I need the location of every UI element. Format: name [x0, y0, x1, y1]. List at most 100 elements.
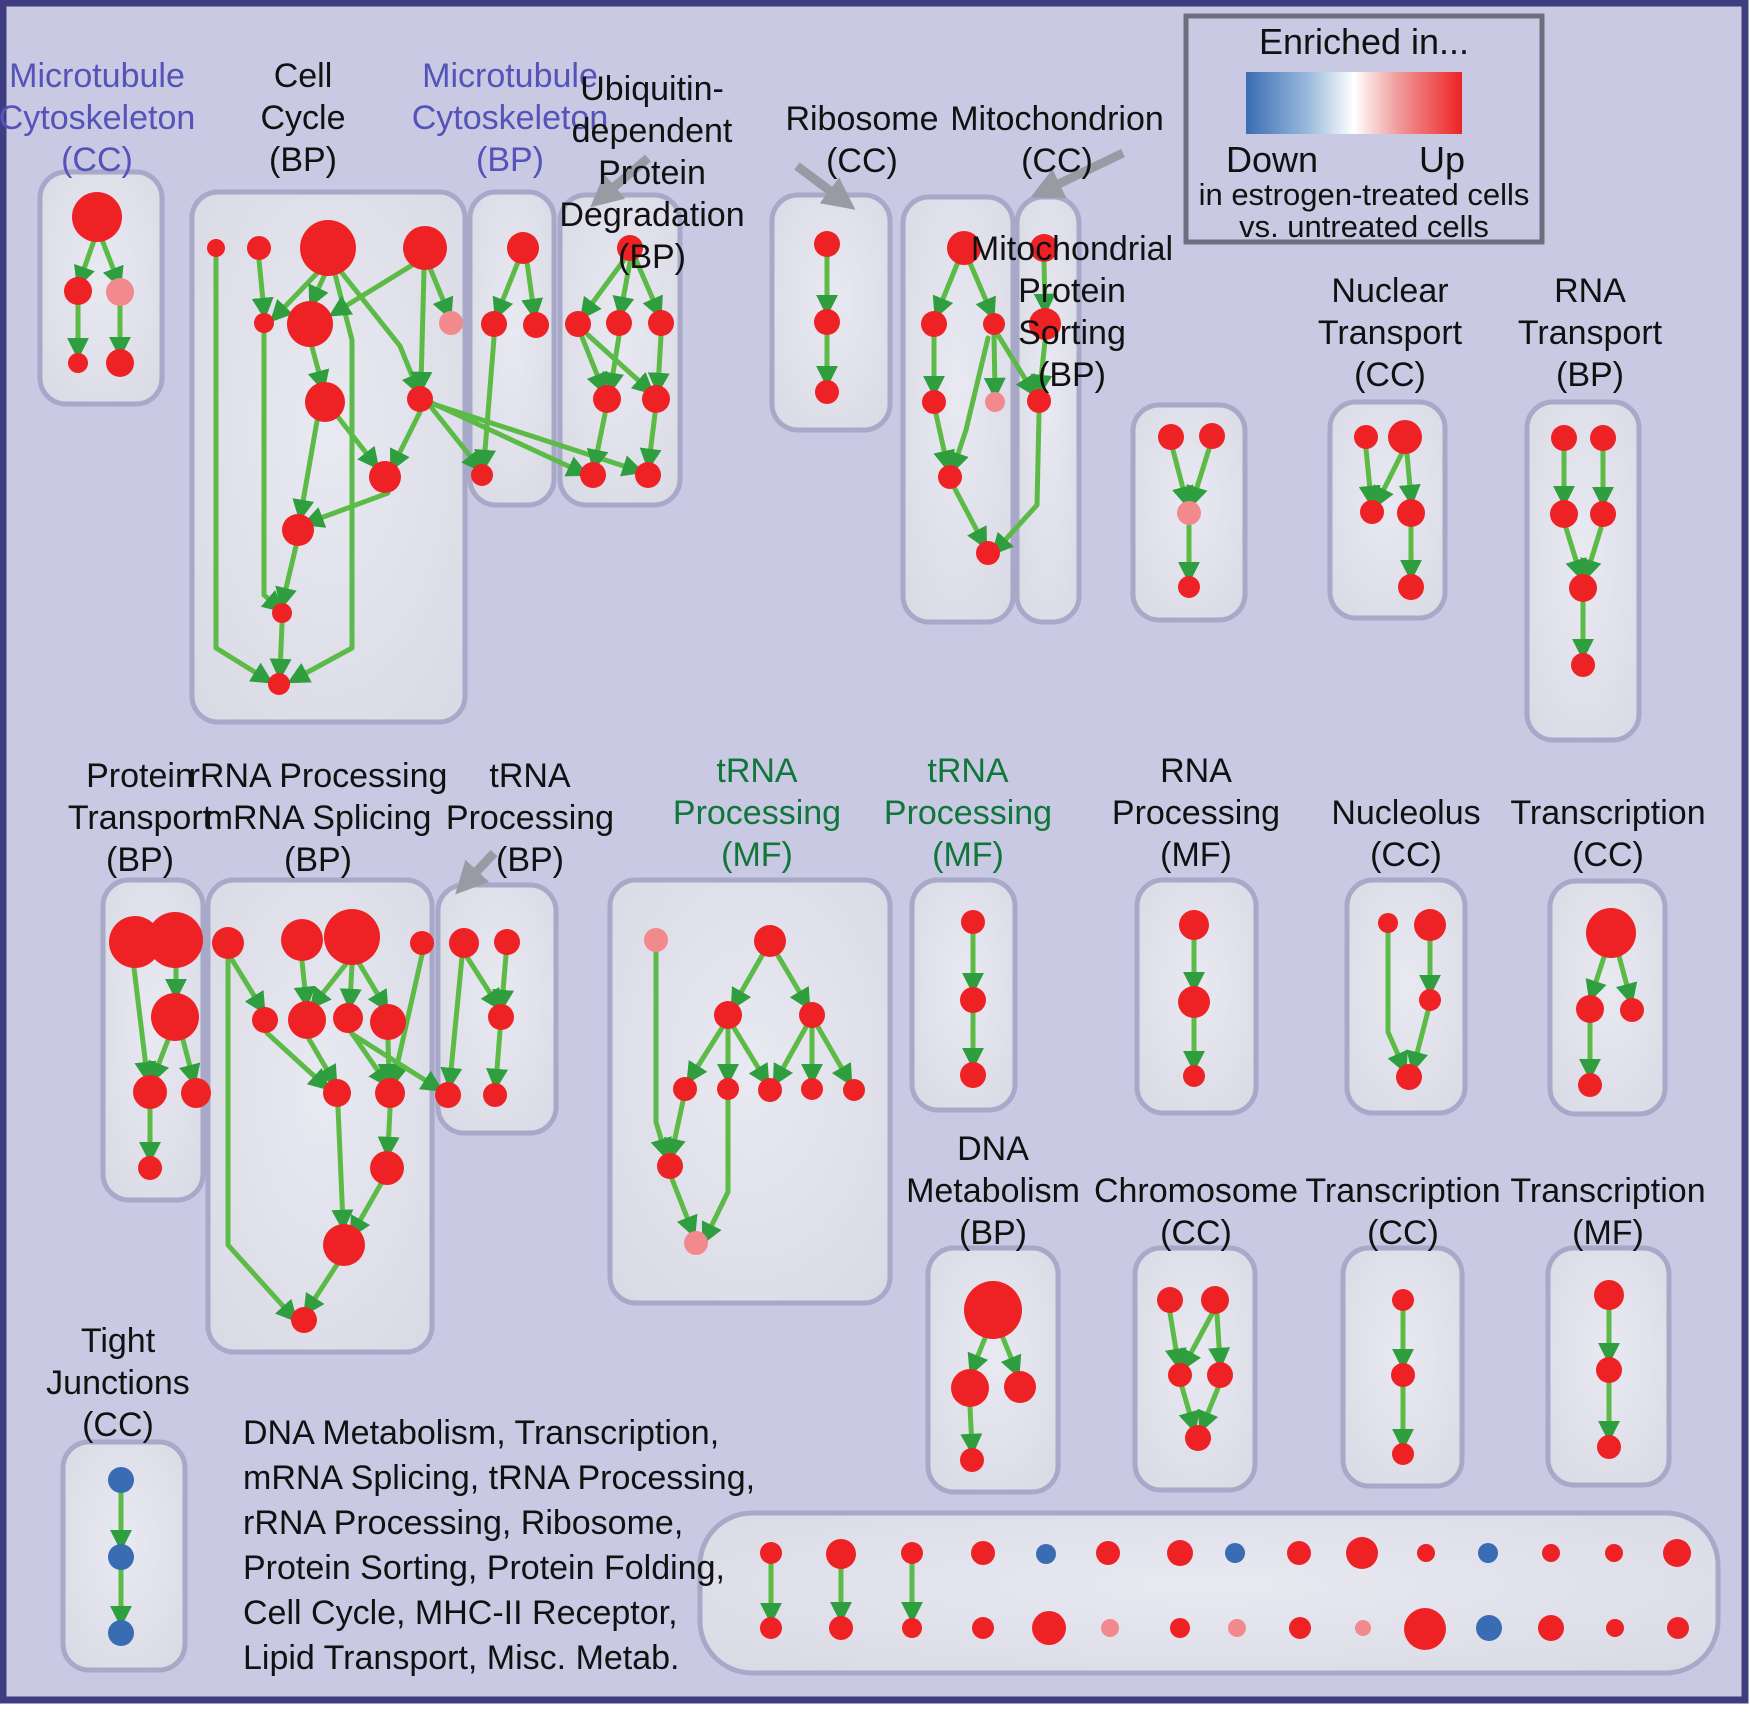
go-term-node-red: [1388, 420, 1422, 454]
go-term-node-red: [1207, 1362, 1233, 1388]
go-term-node-red: [1550, 500, 1578, 528]
go-term-node-red: [714, 1001, 742, 1029]
go-term-node-blue: [1225, 1543, 1245, 1563]
edge-arrow: [213, 255, 274, 684]
edge-arrow: [933, 411, 955, 473]
edge-arrow: [486, 1028, 508, 1091]
edge-arrow: [647, 333, 670, 395]
go-term-node-red: [972, 1617, 994, 1639]
edge-arrow: [586, 411, 609, 472]
go-term-node-red: [801, 1078, 823, 1100]
go-term-node-red: [1183, 1065, 1205, 1087]
go-term-node-red: [1287, 1541, 1311, 1565]
edge-arrow: [967, 260, 996, 321]
go-term-node-red: [147, 912, 203, 968]
go-term-node-pink: [439, 311, 463, 335]
go-term-node-red: [1571, 653, 1595, 677]
go-term-node-red: [370, 1004, 406, 1040]
go-term-node-red: [1170, 1618, 1190, 1638]
edge-arrow: [292, 418, 320, 522]
go-term-node-red: [606, 310, 632, 336]
go-term-node-red: [1378, 913, 1398, 933]
go-term-node-red: [207, 239, 225, 257]
go-term-node-red: [291, 1307, 317, 1333]
edge-arrow: [1398, 451, 1421, 507]
edge-arrow: [386, 952, 425, 1088]
go-term-node-red: [815, 380, 839, 404]
edge-arrow: [464, 954, 502, 1012]
cluster-box-misc-long-box: [697, 1510, 1721, 1676]
cluster-label-transcription-cc-mid: Transcription (CC): [1510, 794, 1705, 874]
edge-arrow: [730, 951, 766, 1011]
go-term-node-red: [254, 313, 274, 333]
go-term-node-pink: [644, 928, 668, 952]
go-term-node-red: [1414, 909, 1446, 941]
go-term-node-pink: [1355, 1620, 1371, 1636]
go-term-node-red: [407, 386, 433, 412]
edge-arrow: [306, 1036, 338, 1088]
edge-arrow: [474, 335, 497, 472]
edge-arrow: [1033, 259, 1056, 316]
go-term-node-red: [1576, 995, 1604, 1023]
edge-arrow: [1374, 450, 1405, 509]
cluster-box-nuclear-transport: [1327, 399, 1448, 621]
go-term-node-red: [938, 465, 962, 489]
edge-arrow: [731, 1025, 770, 1087]
go-term-node-red: [971, 1541, 995, 1565]
edge-arrow: [952, 486, 988, 550]
go-term-node-red: [1569, 574, 1597, 602]
edge-arrow: [1180, 1311, 1215, 1372]
edge-arrow: [308, 269, 329, 308]
cluster-label-transcription-mf: Transcription (MF): [1510, 1172, 1705, 1252]
go-term-node-red: [64, 277, 92, 305]
edge-arrow: [1406, 1008, 1431, 1074]
go-term-node-blue: [1476, 1615, 1502, 1641]
edge-arrow: [440, 954, 465, 1090]
go-term-node-red: [964, 1281, 1022, 1339]
go-term-node-red: [947, 231, 981, 265]
edge-arrow: [947, 335, 991, 475]
go-term-node-red: [333, 1003, 363, 1033]
go-term-node-red: [921, 311, 947, 337]
label-pointer-arrow: [590, 154, 651, 208]
go-term-node-red: [403, 226, 447, 270]
go-term-node-red: [814, 309, 840, 335]
go-term-node-red: [1178, 986, 1210, 1018]
edge-arrow: [307, 344, 330, 393]
edge-arrow: [1000, 1335, 1022, 1379]
go-term-node-red: [1029, 308, 1061, 340]
go-term-node-red: [282, 514, 314, 546]
go-term-node-red: [287, 301, 333, 347]
go-term-node-red: [370, 1151, 404, 1185]
edge-arrow: [772, 1024, 809, 1087]
edge-arrow: [427, 265, 454, 321]
edge-arrow: [669, 1176, 698, 1239]
go-term-node-red: [901, 1542, 923, 1564]
go-term-node-red: [1167, 1540, 1193, 1566]
edge-arrow: [1170, 447, 1194, 509]
cluster-label-nucleolus-cc: Nucleolus (CC): [1331, 794, 1480, 874]
edge-arrow: [492, 259, 521, 321]
go-term-node-red: [471, 464, 493, 486]
go-term-node-red: [1551, 425, 1577, 451]
edge-arrow: [492, 952, 515, 1012]
go-term-node-red: [488, 1004, 514, 1030]
edge-arrow: [1186, 446, 1212, 509]
edge-arrow: [1585, 954, 1607, 1003]
label-pointer-arrow: [794, 162, 856, 210]
go-term-node-red: [1030, 234, 1058, 262]
go-term-node-red: [960, 1448, 984, 1472]
go-term-node-red: [375, 1078, 405, 1108]
go-term-node-red: [305, 382, 345, 422]
go-term-node-red: [814, 231, 840, 257]
go-term-node-red: [760, 1542, 782, 1564]
go-term-node-red: [960, 987, 986, 1013]
go-term-node-red: [252, 1007, 278, 1033]
edge-arrow: [774, 951, 811, 1011]
edge-arrow: [932, 259, 961, 320]
go-term-node-red: [1027, 389, 1051, 413]
edge-arrow: [349, 1179, 385, 1239]
go-term-node-red: [642, 385, 670, 413]
cluster-label-mitochondrial-protein-sorting-bp: Mitochondrial Protein Sorting (BP): [971, 230, 1173, 394]
cluster-label-ribosome-cc: Ribosome (CC): [785, 100, 938, 180]
